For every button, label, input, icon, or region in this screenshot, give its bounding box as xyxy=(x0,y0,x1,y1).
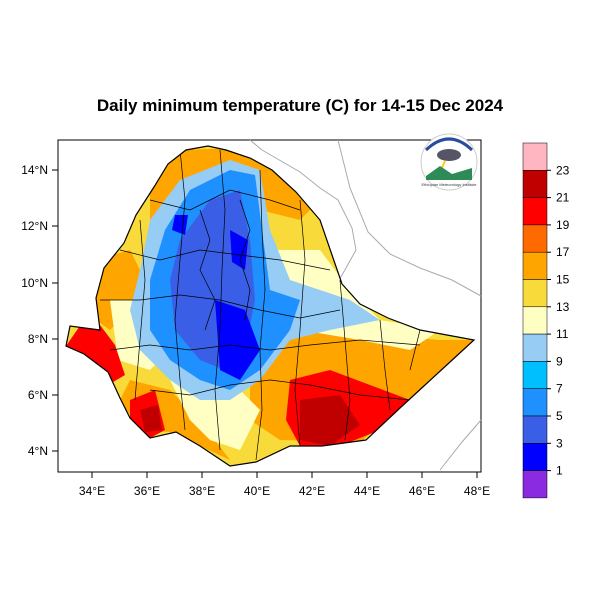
legend-swatch xyxy=(522,443,548,471)
legend-swatch xyxy=(522,415,548,444)
legend-label: 13 xyxy=(556,300,570,314)
axis-ticks xyxy=(52,169,478,478)
lat-tick: 8°N xyxy=(28,332,48,346)
legend-label: 11 xyxy=(556,327,569,341)
lon-tick: 46°E xyxy=(409,484,435,498)
legend-swatch xyxy=(522,306,548,335)
legend-swatch xyxy=(522,197,548,226)
legend-swatch xyxy=(522,142,548,171)
legend-swatch xyxy=(522,470,548,499)
legend-label: 19 xyxy=(556,218,570,232)
legend-label: 1 xyxy=(556,464,563,478)
legend-label: 3 xyxy=(556,436,563,450)
ethiopian-meteorology-logo-icon: Ethiopian Meteorology Institute xyxy=(420,133,478,191)
country-outline xyxy=(65,145,476,467)
legend-swatch xyxy=(522,251,548,280)
legend-label: 7 xyxy=(556,382,563,396)
lon-tick: 36°E xyxy=(134,484,160,498)
lat-tick: 14°N xyxy=(21,163,48,177)
legend-swatch xyxy=(522,333,548,362)
lon-tick: 44°E xyxy=(354,484,380,498)
legend-swatch xyxy=(522,224,548,253)
x-axis-labels: 34°E 36°E 38°E 40°E 42°E 44°E 46°E 48°E xyxy=(79,484,490,498)
lon-tick: 42°E xyxy=(299,484,325,498)
lon-tick: 38°E xyxy=(189,484,215,498)
legend-swatch xyxy=(522,388,548,417)
legend-label: 9 xyxy=(556,354,563,368)
legend-label: 23 xyxy=(556,163,570,177)
legend-swatch xyxy=(522,279,548,308)
neighbour-borders xyxy=(249,139,482,471)
legend-swatch xyxy=(522,170,548,198)
legend-swatch xyxy=(522,361,548,389)
color-legend: 23 21 19 17 15 13 11 9 7 5 3 1 xyxy=(522,142,570,499)
legend-label: 5 xyxy=(556,409,563,423)
legend-label: 15 xyxy=(556,273,570,287)
legend-label: 17 xyxy=(556,245,570,259)
lon-tick: 40°E xyxy=(244,484,270,498)
lat-tick: 12°N xyxy=(21,219,48,233)
zone-borders xyxy=(100,149,421,461)
lat-tick: 6°N xyxy=(28,388,48,402)
lat-tick: 10°N xyxy=(21,276,48,290)
lat-tick: 4°N xyxy=(28,444,48,458)
map-title: Daily minimum temperature (C) for 14-15 … xyxy=(96,96,504,115)
legend-label: 21 xyxy=(556,191,570,205)
lon-tick: 48°E xyxy=(464,484,490,498)
logo-text: Ethiopian Meteorology Institute xyxy=(422,182,478,187)
y-axis-labels: 14°N 12°N 10°N 8°N 6°N 4°N xyxy=(21,163,48,458)
lon-tick: 34°E xyxy=(79,484,105,498)
